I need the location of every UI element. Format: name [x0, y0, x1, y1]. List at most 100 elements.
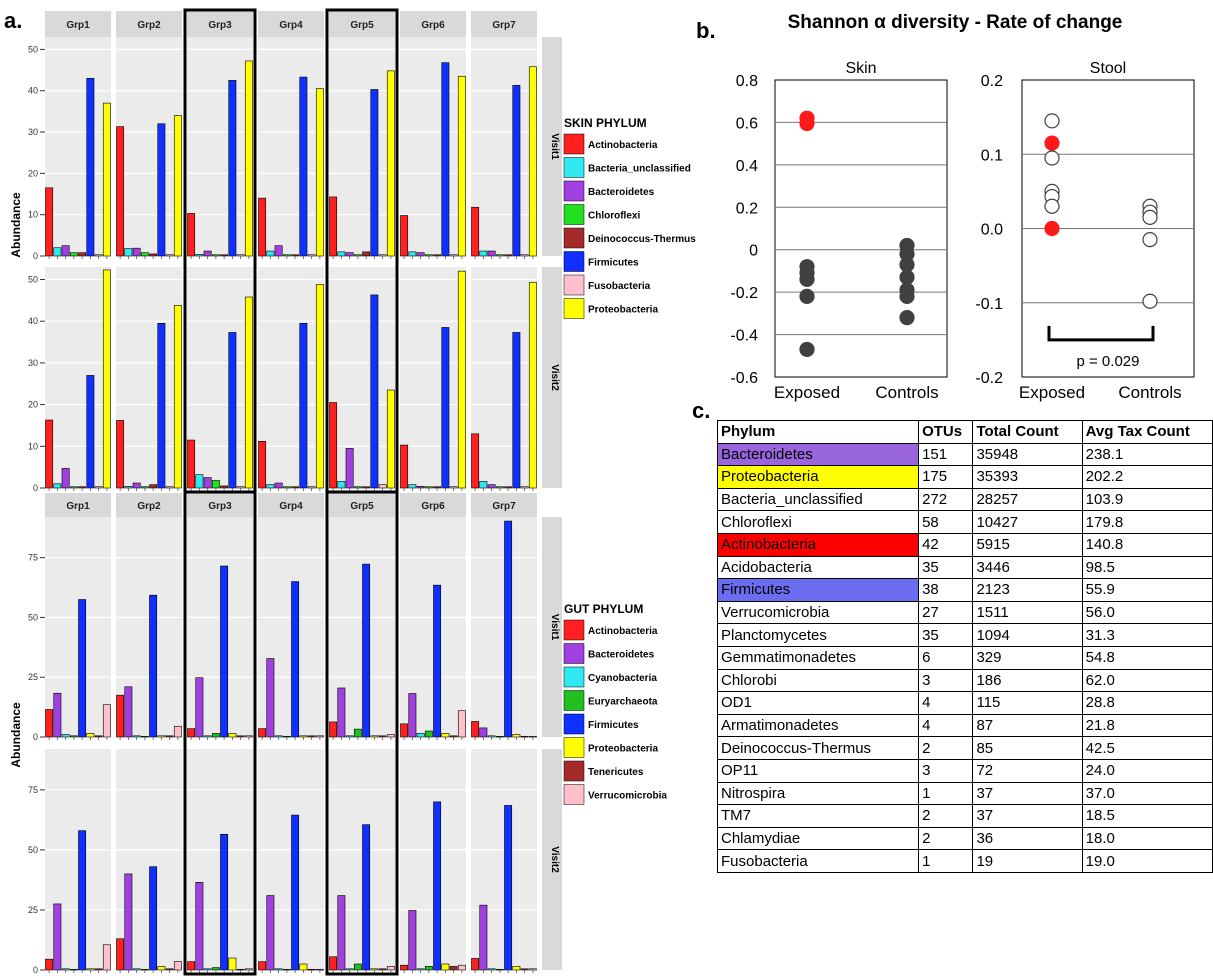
facet-strip: [187, 493, 253, 517]
y-tick-label: 40: [28, 316, 38, 326]
bar: [528, 968, 537, 971]
bar: [400, 444, 409, 489]
data-point: [899, 310, 915, 326]
bar: [441, 733, 450, 738]
bar: [416, 733, 425, 738]
phylum-cell: Gemmatimonadetes: [716, 645, 920, 670]
panel-a-bar-charts: Grp1 Grp2 Grp3 Grp4 Grp5 Grp6 Grp7 Abundance Vis…: [9, 8, 696, 976]
bar: [187, 728, 196, 738]
row-strip: [542, 749, 562, 970]
bar: [86, 968, 95, 971]
y-tick-label: 75: [28, 785, 38, 795]
phylum-cell: Bacteria_unclassified: [716, 487, 920, 512]
table-row: Deinococcus-Thermus 2 85 42.5: [716, 736, 1213, 760]
bar: [149, 594, 158, 738]
bar: [479, 481, 488, 489]
legend-label: Verrucomicrobia: [588, 791, 667, 802]
data-point: [1044, 150, 1060, 166]
count-cell: 35948: [972, 442, 1083, 467]
facet-strip-label: Grp2: [137, 20, 161, 31]
facet-strip: [329, 11, 395, 37]
count-cell: 329: [972, 645, 1083, 670]
facet-panel: [45, 37, 111, 256]
y-tick-label: 25: [28, 905, 38, 915]
bar: [124, 873, 133, 971]
bar: [274, 735, 283, 738]
legend-swatch: [563, 619, 585, 641]
bar: [266, 484, 275, 489]
legend-label: Euryarchaeota: [588, 697, 658, 708]
y-tick-label: 0.1: [981, 147, 1003, 164]
plot-subtitle: Skin: [845, 60, 876, 77]
legend-label: Fusobacteria: [588, 281, 651, 292]
bar: [102, 704, 111, 738]
bar: [236, 968, 245, 971]
y-tick-label: 50: [28, 845, 38, 855]
bar: [187, 961, 196, 971]
legend-swatch: [563, 204, 585, 225]
facet-panel: [471, 37, 537, 256]
count-cell: 5915: [972, 532, 1083, 557]
bar: [165, 735, 174, 738]
bar: [291, 486, 300, 489]
bar: [69, 968, 78, 971]
row-strip-label: Visit2: [549, 364, 560, 391]
bar: [78, 830, 87, 971]
highlight-box: [325, 490, 399, 976]
y-tick-label: 30: [28, 127, 38, 137]
bar: [495, 735, 504, 738]
legend-label: Chloroflexi: [588, 211, 640, 222]
facet-strip-label: Grp4: [279, 20, 303, 31]
y-tick-label: -0.2: [730, 285, 758, 302]
bar: [504, 520, 513, 738]
facet-panel: [258, 37, 324, 256]
bar: [362, 563, 371, 738]
bar: [173, 961, 182, 971]
facet-strip: [329, 493, 395, 517]
count-cell: 1511: [972, 600, 1083, 625]
bar: [416, 486, 425, 489]
bar: [378, 968, 387, 971]
bar: [195, 677, 204, 738]
legend-swatch: [563, 251, 585, 272]
facet-panel: [45, 267, 111, 488]
legend-label: Tenericutes: [588, 767, 644, 778]
y-tick-label: 10: [28, 210, 38, 220]
bar: [149, 866, 158, 971]
data-point: [1044, 220, 1060, 237]
panel-b-title: Shannon α diversity - Rate of change: [787, 12, 1123, 33]
table-row: TM7 2 37 18.5: [716, 804, 1213, 828]
plot-subtitle: Stool: [1090, 60, 1126, 77]
table-column-header: OTUs: [918, 420, 974, 444]
count-cell: 103.9: [1081, 487, 1213, 512]
x-tick-label: Exposed: [1019, 383, 1085, 402]
table-row: Nitrospira 1 37 37.0: [716, 781, 1213, 806]
bar: [69, 486, 78, 489]
bar: [362, 824, 371, 971]
bar: [78, 599, 87, 738]
facet-strip: [116, 11, 182, 37]
facet-strip: [187, 11, 253, 37]
bar: [487, 484, 496, 489]
legend-swatch: [563, 180, 585, 202]
phylum-cell: Proteobacteria: [716, 465, 920, 489]
facet-strip-label: Grp5: [350, 20, 374, 31]
bar: [520, 968, 529, 971]
bar: [337, 481, 346, 489]
count-cell: 238.1: [1081, 442, 1213, 467]
bar: [116, 420, 125, 489]
bar: [94, 968, 103, 971]
x-tick-label: Exposed: [774, 383, 840, 402]
phylum-cell: OP11: [716, 758, 920, 783]
bar: [244, 735, 253, 738]
legend-swatch: [563, 737, 585, 758]
data-point: [899, 269, 915, 285]
bar: [132, 968, 141, 971]
bar: [329, 956, 338, 971]
y-tick-label: 0.2: [736, 200, 758, 217]
bar: [345, 968, 354, 971]
count-cell: 42: [918, 532, 974, 557]
bar: [495, 486, 504, 489]
legend-label: Bacteroidetes: [588, 650, 655, 661]
table-row: OP11 3 72 24.0: [716, 758, 1213, 783]
